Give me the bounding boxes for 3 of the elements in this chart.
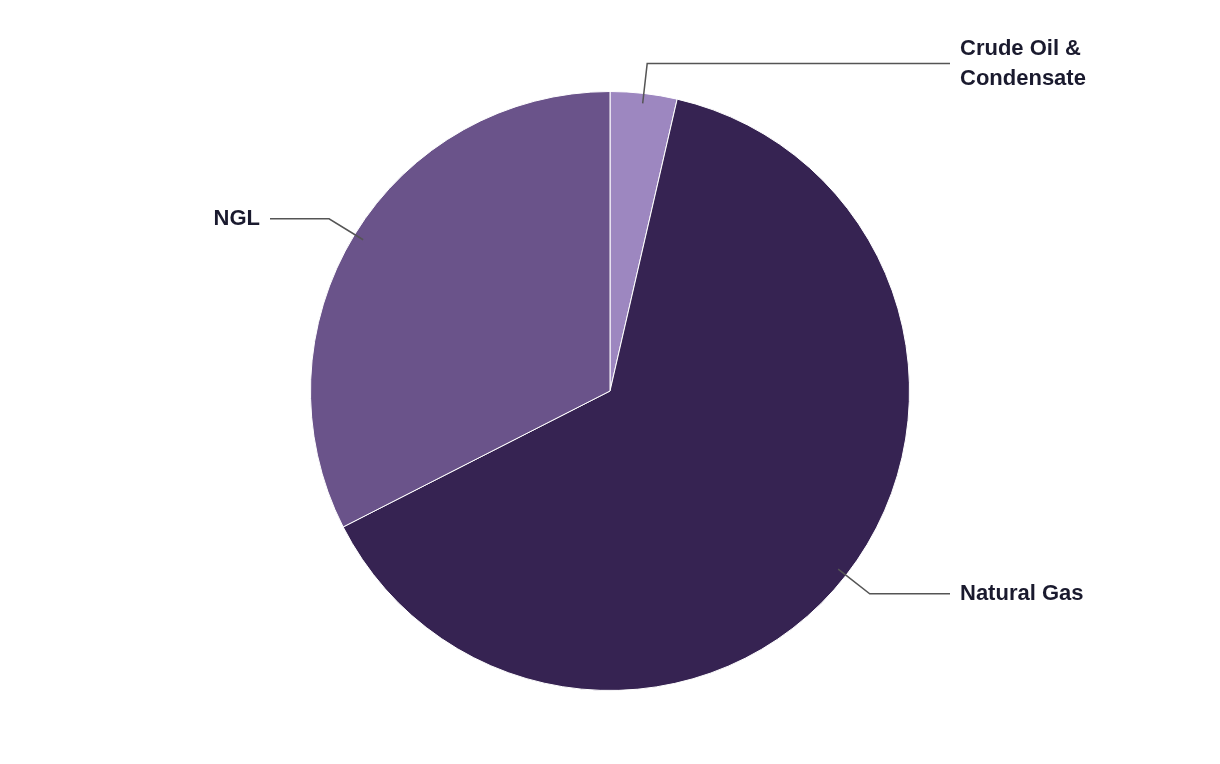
slice-label: Crude Oil & Condensate [960, 34, 1086, 90]
slice-label: NGL [213, 204, 260, 230]
slice-label: Natural Gas [960, 579, 1084, 605]
